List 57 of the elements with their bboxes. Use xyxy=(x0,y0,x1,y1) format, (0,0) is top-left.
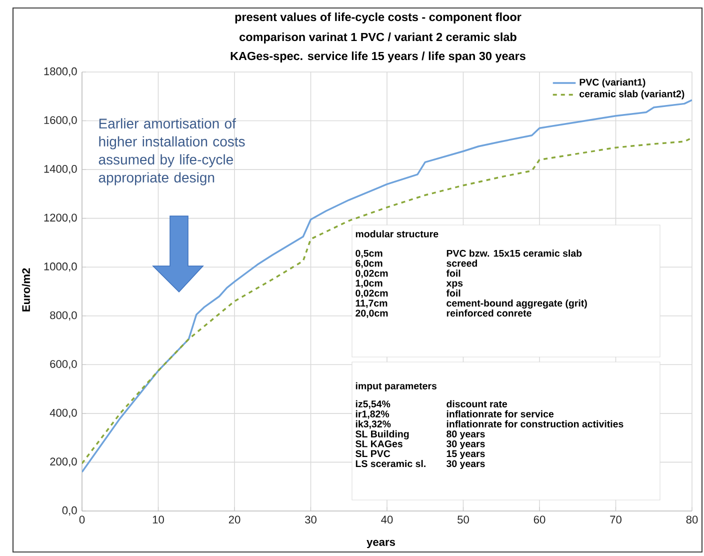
x-tick-label: 30 xyxy=(305,516,316,524)
chart-title: present values of life-cycle costs - component floor xyxy=(235,12,522,24)
x-tick-label: 60 xyxy=(534,516,546,524)
annotation: 15 years xyxy=(446,450,485,460)
annotation: 0,02cm xyxy=(356,270,388,278)
x-tick-label: 80 xyxy=(686,516,698,524)
y-tick-label: 400,0 xyxy=(50,408,77,418)
y-tick-label: 1000,0 xyxy=(44,262,77,272)
y-tick-label: 1800,0 xyxy=(44,67,77,77)
legend-label: PVC (variant1) xyxy=(580,78,646,88)
text: KAGes-spec. service life 15 years / life span 30 years xyxy=(230,52,526,62)
annotation: Earlier amortisation of higher installation costs assumed by life-cycle appropriate design xyxy=(98,118,245,186)
annotation: SL KAGes xyxy=(356,440,402,448)
annotation: reinforced conrete xyxy=(446,309,532,317)
y-tick-label: 1200,0 xyxy=(44,214,77,223)
annotation: 80 years xyxy=(446,430,485,440)
annotation: inflationrate for service xyxy=(446,410,554,418)
x-tick-label: 70 xyxy=(610,516,622,524)
annotation: discount rate xyxy=(446,400,508,408)
annotation: foil xyxy=(446,270,460,277)
x-tick-label: 20 xyxy=(228,516,240,524)
annotation: xps xyxy=(446,281,463,288)
annotation: cement-bound aggregate (grit) xyxy=(446,299,587,309)
y-tick-label: 600,0 xyxy=(50,360,77,370)
annotation: imput parameters xyxy=(356,382,437,392)
annotation: SL PVC xyxy=(356,450,390,458)
y-tick-label: 200,0 xyxy=(50,458,77,467)
annotation: 30 years xyxy=(446,460,485,470)
annotation: ik3,32% xyxy=(356,420,391,429)
x-tick-label: 40 xyxy=(381,516,393,524)
y-tick-label: 1400,0 xyxy=(44,164,77,174)
chart-subtitle: comparison varinat 1 PVC / variant 2 ceramic slab xyxy=(240,32,516,44)
y-tick-label: 1600,0 xyxy=(44,116,77,126)
annotation: 0,02cm xyxy=(356,290,388,298)
annotation: iz5,54% xyxy=(356,400,390,409)
annotation: 1,0cm xyxy=(356,280,382,288)
annotation: LS sceramic sl. xyxy=(356,460,426,468)
y-axis-title: Euro/m2 xyxy=(22,268,30,312)
annotation: foil xyxy=(446,289,460,297)
annotation: SL Building xyxy=(356,430,409,440)
y-tick-label: 800,0 xyxy=(50,311,77,320)
annotation: modular structure xyxy=(356,230,438,238)
annotation: 6,0cm xyxy=(356,260,382,268)
annotation: 11,7cm xyxy=(356,300,388,308)
legend-label: ceramic slab (variant2) xyxy=(580,90,684,100)
x-axis-title: years xyxy=(366,540,396,548)
y-tick-label: 0,0 xyxy=(62,506,77,516)
annotation: inflationrate for construction activities xyxy=(446,420,624,428)
x-tick-label: 10 xyxy=(152,516,164,524)
annotation: 30 years xyxy=(446,440,485,450)
x-tick-label: 50 xyxy=(458,516,469,524)
annotation: ir1,82% xyxy=(356,410,390,419)
x-tick-label: 0 xyxy=(79,516,85,524)
annotation: 20,0cm xyxy=(356,310,388,318)
annotation: screed xyxy=(446,260,477,267)
annotation: 0,5cm xyxy=(356,250,382,258)
annotation: PVC bzw. 15x15 ceramic slab xyxy=(446,250,582,257)
